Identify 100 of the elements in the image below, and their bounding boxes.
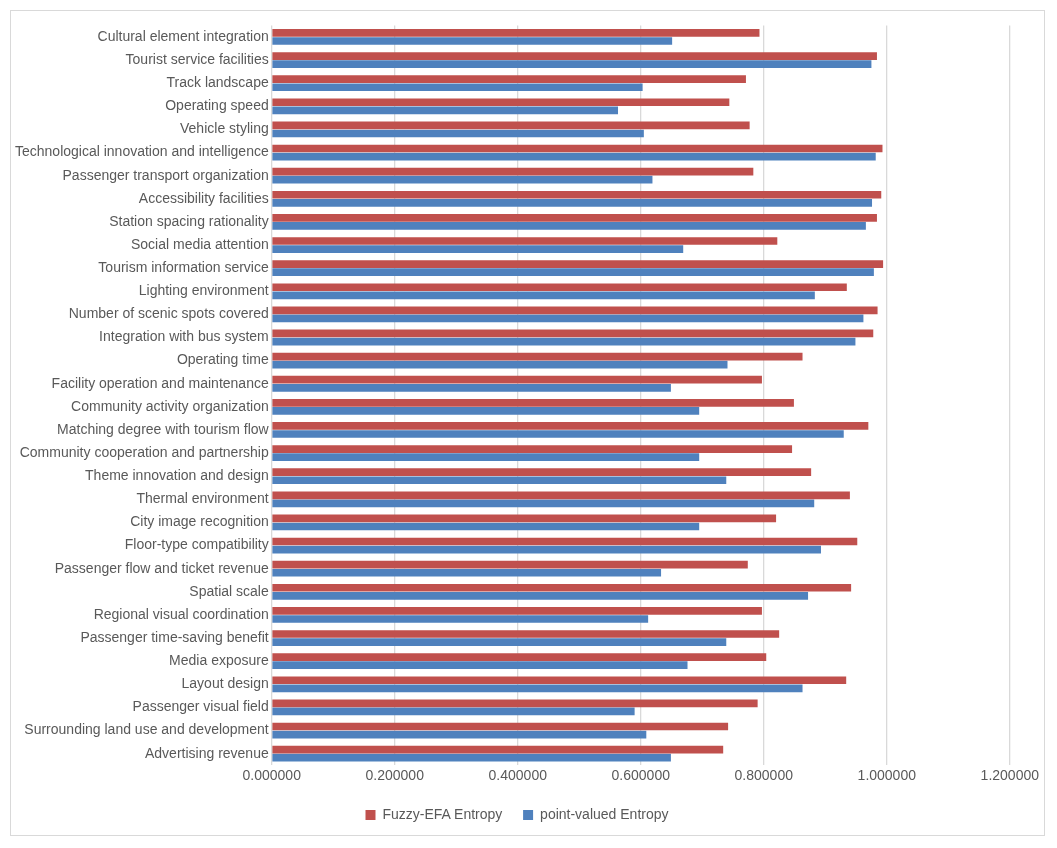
y-tick-label: Cultural element integration xyxy=(97,27,269,44)
bar xyxy=(272,329,874,338)
bar xyxy=(272,375,762,384)
y-tick-label: Layout design xyxy=(181,675,269,692)
bar xyxy=(272,445,793,453)
y-tick-label: Passenger time-saving benefit xyxy=(80,628,269,645)
bar xyxy=(272,337,856,346)
bar xyxy=(272,129,644,138)
bar xyxy=(272,190,882,199)
bar xyxy=(272,514,777,523)
bar xyxy=(272,499,815,508)
legend-label: point-valued Entropy xyxy=(540,805,669,822)
bar xyxy=(272,522,700,531)
x-tick-label: 0.600000 xyxy=(611,767,671,784)
bar xyxy=(272,60,872,68)
y-tick-label: Operating speed xyxy=(165,97,269,114)
bar xyxy=(272,283,847,292)
y-tick-label: Regional visual coordination xyxy=(93,605,269,622)
y-tick-label: Community activity organization xyxy=(71,397,269,414)
y-tick-label: Lighting environment xyxy=(138,282,269,299)
bar xyxy=(272,476,727,485)
bar xyxy=(272,545,821,554)
y-tick-label: Spatial scale xyxy=(189,582,269,599)
bar xyxy=(272,615,649,623)
bar xyxy=(272,352,803,361)
y-tick-label: Advertising revenue xyxy=(144,744,269,761)
bar xyxy=(272,676,847,685)
bar xyxy=(272,630,780,638)
legend-label: Fuzzy-EFA Entropy xyxy=(382,805,503,822)
bar xyxy=(272,453,700,461)
y-tick-label: Integration with bus system xyxy=(99,328,269,345)
bar xyxy=(272,175,653,184)
bar xyxy=(272,560,748,569)
y-tick-label: Tourist service facilities xyxy=(125,50,269,67)
y-tick-label: Passenger transport organization xyxy=(62,166,269,183)
bar xyxy=(272,699,758,708)
x-tick-label: 0.800000 xyxy=(734,767,794,784)
y-tick-label: Accessibility facilities xyxy=(138,189,269,206)
bar xyxy=(272,568,662,577)
y-tick-label: Passenger flow and ticket revenue xyxy=(54,559,269,576)
bar xyxy=(272,75,746,83)
y-tick-label: Theme innovation and design xyxy=(85,467,269,484)
bar xyxy=(272,360,728,369)
bar xyxy=(272,422,869,430)
bar xyxy=(272,52,877,60)
bar xyxy=(272,306,878,315)
y-tick-label: Matching degree with tourism flow xyxy=(57,420,270,437)
y-tick-label: Operating time xyxy=(176,351,269,368)
bar xyxy=(272,152,876,161)
bar xyxy=(272,583,852,592)
bar xyxy=(272,83,643,92)
bar xyxy=(272,314,864,323)
bar xyxy=(272,491,850,500)
bar xyxy=(272,661,688,670)
x-tick-label: 1.000000 xyxy=(857,767,917,784)
y-tick-label: City image recognition xyxy=(130,513,269,530)
y-tick-label: Facility operation and maintenance xyxy=(51,374,269,391)
y-tick-label: Station spacing rationality xyxy=(109,212,269,229)
bar xyxy=(272,684,803,693)
bar xyxy=(272,707,635,716)
bar xyxy=(272,98,730,107)
y-tick-label: Vehicle styling xyxy=(180,120,269,137)
bar xyxy=(272,468,812,477)
bar xyxy=(272,291,815,300)
bar xyxy=(272,214,877,222)
bar xyxy=(272,407,700,415)
bar xyxy=(272,753,671,762)
x-tick-label: 1.200000 xyxy=(980,767,1040,784)
y-tick-label: Track landscape xyxy=(166,74,269,91)
y-tick-label: Passenger visual field xyxy=(132,698,269,715)
bar xyxy=(272,730,647,739)
y-tick-label: Floor-type compatibility xyxy=(124,536,269,553)
bar xyxy=(272,722,729,731)
bar xyxy=(272,607,762,615)
bar xyxy=(272,260,884,268)
y-tick-label: Tourism information service xyxy=(98,259,269,276)
bar xyxy=(272,638,727,646)
bar xyxy=(272,537,858,546)
bar xyxy=(272,245,684,253)
bar xyxy=(272,268,874,277)
x-tick-label: 0.200000 xyxy=(365,767,425,784)
y-tick-label: Surrounding land use and development xyxy=(24,721,269,738)
bar xyxy=(272,167,754,176)
y-tick-label: Media exposure xyxy=(169,652,269,669)
bar xyxy=(272,106,619,115)
y-tick-label: Number of scenic spots covered xyxy=(68,305,269,322)
bar xyxy=(272,29,760,37)
x-tick-label: 0.000000 xyxy=(242,767,302,784)
bar xyxy=(272,37,673,45)
y-tick-label: Thermal environment xyxy=(136,490,269,507)
y-tick-label: Social media attention xyxy=(130,235,269,252)
bar xyxy=(272,121,750,130)
bar xyxy=(272,144,883,153)
bar xyxy=(272,237,778,245)
bar xyxy=(272,383,671,392)
x-tick-label: 0.400000 xyxy=(488,767,548,784)
bar xyxy=(272,222,866,230)
bar xyxy=(272,592,809,600)
y-tick-label: Community cooperation and partnership xyxy=(19,443,269,460)
bar xyxy=(272,653,767,661)
